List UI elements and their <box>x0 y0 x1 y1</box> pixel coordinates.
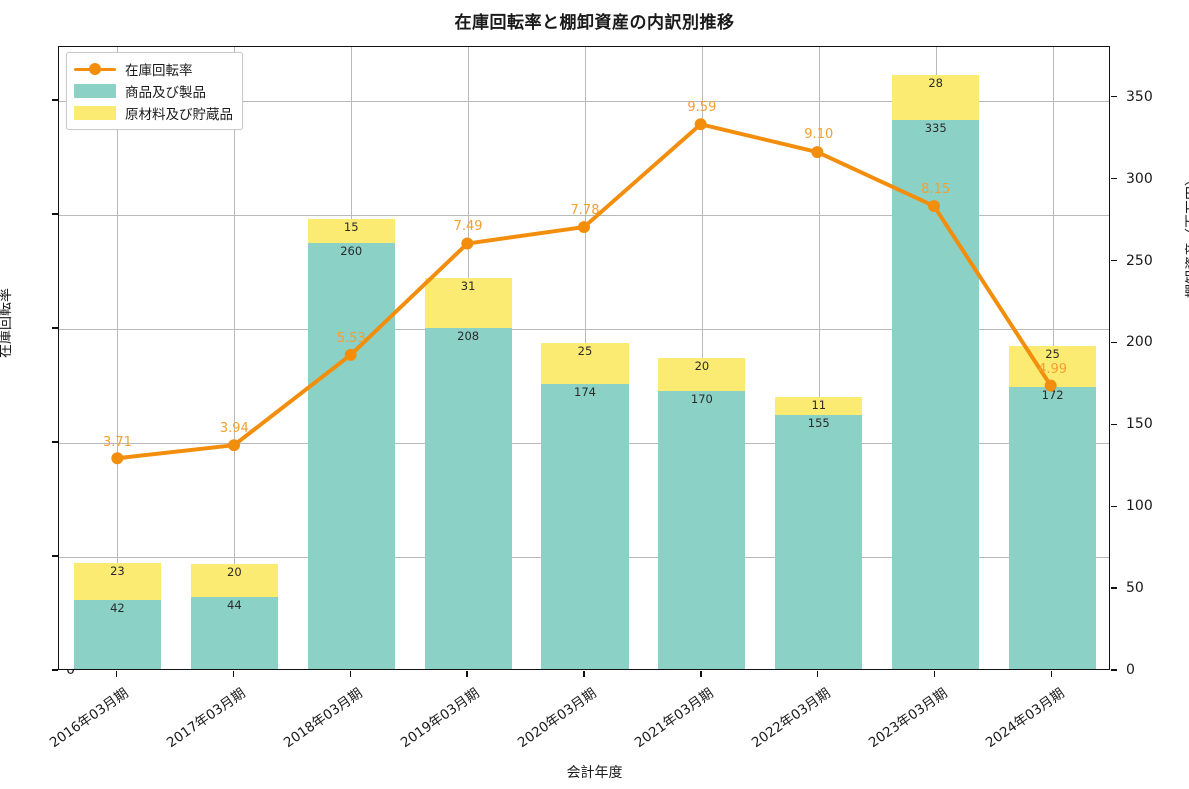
x-axis-tick-label: 2018年03月期 <box>281 685 366 752</box>
legend-item-label: 商品及び製品 <box>125 85 206 101</box>
gridline-horizontal <box>59 215 1109 217</box>
bar-segment[interactable]: 155 <box>775 415 863 669</box>
gridline-horizontal <box>59 329 1109 331</box>
x-axis-label: 会計年度 <box>566 765 623 781</box>
y-axis-right-tick-label: 350 <box>1126 88 1153 105</box>
legend-dot-icon <box>89 63 101 75</box>
bar-group[interactable]: 172 25 <box>1009 346 1097 669</box>
chart-legend: 在庫回転率商品及び製品原材料及び貯蔵品 <box>66 52 243 130</box>
x-axis-tick-mark <box>466 671 468 677</box>
y-axis-right-tick-mark <box>1111 423 1117 426</box>
line-path <box>115 122 1053 461</box>
x-axis-tick-mark <box>700 671 702 677</box>
y-axis-right-tick-mark <box>1111 341 1117 344</box>
line-marker[interactable] <box>578 221 590 234</box>
x-axis-tick-label: 2020年03月期 <box>514 685 600 752</box>
x-axis-tick-mark <box>115 671 118 677</box>
line-marker[interactable] <box>111 452 124 465</box>
plot-inner: 42 23 44 20 260 15 208 31 174 25 170 20 155 11 335 28 17… <box>59 47 1109 669</box>
legend-item[interactable]: 商品及び製品 <box>74 80 233 102</box>
legend-item-label: 原材料及び貯蔵品 <box>125 107 233 123</box>
gridline-vertical <box>234 47 236 669</box>
y-axis-right-label: 棚卸資産（百万円） <box>1185 172 1189 298</box>
chart-title: 在庫回転率と棚卸資産の内訳別推移 <box>454 13 735 33</box>
bar-segment[interactable]: 25 <box>541 343 629 385</box>
y-axis-left-tick-mark <box>52 669 58 671</box>
line-marker[interactable] <box>461 237 474 250</box>
line-marker[interactable] <box>228 439 240 452</box>
bar-group[interactable]: 155 11 <box>775 397 863 669</box>
x-axis-tick-label: 2019年03月期 <box>398 685 483 752</box>
gridline-vertical <box>117 47 119 669</box>
line-marker[interactable] <box>694 118 707 131</box>
x-axis-tick-label: 2022年03月期 <box>748 685 834 752</box>
legend-item-label: 在庫回転率 <box>125 63 193 79</box>
y-axis-right-tick-label: 100 <box>1126 498 1153 515</box>
legend-color-swatch <box>74 84 116 98</box>
y-axis-left-tick-mark <box>52 213 58 215</box>
legend-item[interactable]: 原材料及び貯蔵品 <box>74 102 233 124</box>
bar-segment[interactable]: 172 <box>1009 387 1097 669</box>
x-axis-tick-mark <box>933 671 936 677</box>
y-axis-left-tick-mark <box>52 441 58 443</box>
bar-group[interactable]: 42 23 <box>73 562 161 669</box>
x-axis-tick-mark <box>817 671 819 677</box>
y-axis-right-tick-label: 0 <box>1126 662 1135 678</box>
plot-area: 42 23 44 20 260 15 208 31 174 25 170 20 155 11 335 28 17… <box>58 46 1110 670</box>
line-marker[interactable] <box>344 348 357 361</box>
y-axis-left-tick-mark <box>52 555 58 557</box>
y-axis-right-tick-mark <box>1111 669 1117 671</box>
x-axis-tick-label: 2017年03月期 <box>164 685 249 752</box>
x-axis-tick-mark <box>232 671 235 677</box>
bar-group[interactable]: 174 25 <box>541 343 629 669</box>
gridline-vertical <box>818 47 820 669</box>
bar-segment[interactable]: 42 <box>73 600 161 669</box>
y-axis-right-tick-label: 250 <box>1126 252 1153 269</box>
line-marker[interactable] <box>928 200 940 213</box>
x-axis-tick-label: 2024年03月期 <box>982 685 1068 752</box>
legend-item[interactable]: 在庫回転率 <box>74 58 233 80</box>
y-axis-left-tick-mark <box>52 99 58 101</box>
y-axis-right-tick-label: 200 <box>1126 334 1153 351</box>
line-marker[interactable] <box>811 146 824 159</box>
y-axis-right-tick-label: 300 <box>1126 170 1153 187</box>
gridline-horizontal <box>59 101 1109 103</box>
y-axis-right-tick-mark <box>1111 505 1117 507</box>
x-axis-tick-label: 2021年03月期 <box>631 685 717 752</box>
y-axis-left-tick-mark <box>52 327 58 329</box>
y-axis-left-label: 在庫回転率 <box>0 288 14 358</box>
y-axis-right-tick-label: 150 <box>1126 416 1153 433</box>
x-axis-tick-label: 2016年03月期 <box>47 685 132 752</box>
y-axis-right-tick-mark <box>1111 587 1117 589</box>
y-axis-right-tick-mark <box>1111 259 1117 262</box>
y-axis-right-tick-mark <box>1111 177 1117 180</box>
y-axis-right-tick-mark <box>1111 96 1117 98</box>
bar-segment[interactable]: 170 <box>658 390 746 669</box>
y-axis-left-tick-label: 0 <box>66 662 75 678</box>
line-marker[interactable] <box>1044 379 1057 392</box>
x-axis-tick-mark <box>349 671 351 677</box>
x-axis-tick-mark <box>583 671 585 677</box>
line-series <box>111 118 1057 465</box>
x-axis-tick-mark <box>1050 671 1053 677</box>
legend-color-swatch <box>74 106 116 120</box>
legend-line-marker-icon <box>74 62 116 76</box>
x-axis-tick-label: 2023年03月期 <box>865 685 951 752</box>
y-axis-right-tick-label: 50 <box>1126 580 1144 597</box>
